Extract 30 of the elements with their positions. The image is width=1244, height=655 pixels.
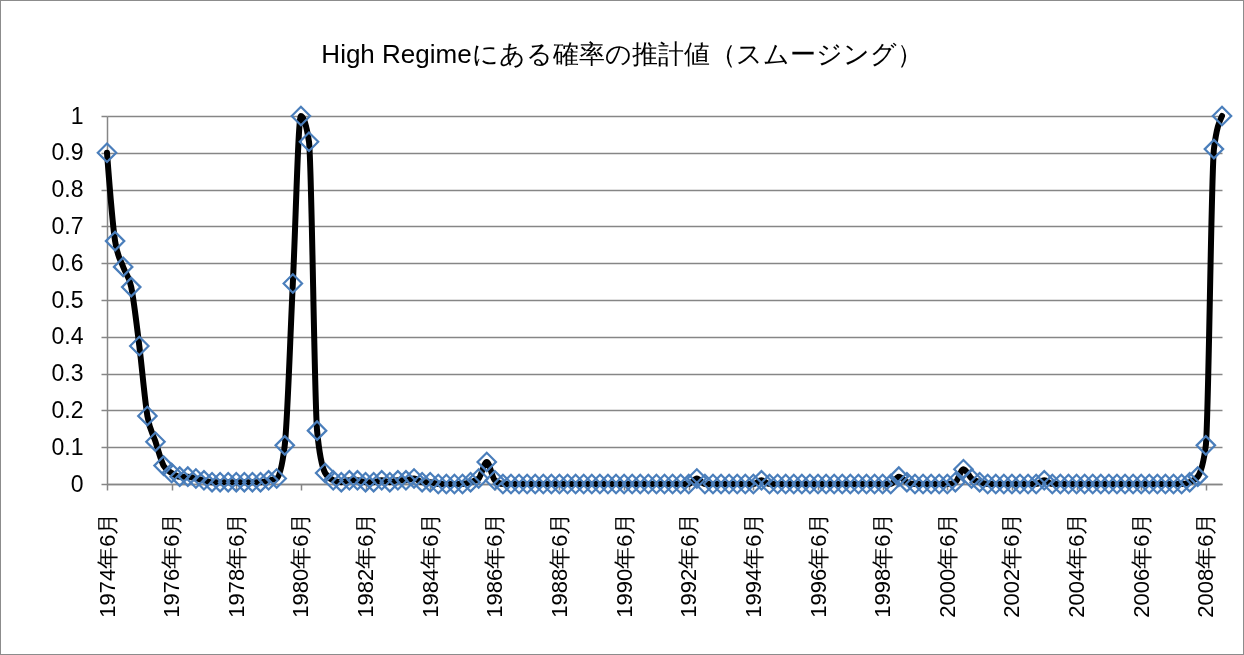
- x-tick-label: 1992年6月: [676, 512, 702, 618]
- y-tick-label: 0.4: [51, 323, 84, 350]
- x-tick-label: 1978年6月: [223, 512, 249, 618]
- x-tick-label: 1982年6月: [353, 512, 379, 618]
- x-tick-label: 2008年6月: [1193, 512, 1219, 618]
- x-tick-label: 1986年6月: [482, 512, 508, 618]
- x-tick-label: 1980年6月: [288, 512, 314, 618]
- y-tick-label: 0.7: [51, 212, 84, 239]
- x-tick-label: 2000年6月: [934, 512, 960, 618]
- y-tick-label: 0: [70, 470, 84, 497]
- x-tick-label: 1976年6月: [159, 512, 185, 618]
- x-tick-label: 2002年6月: [999, 512, 1025, 618]
- x-tick-label: 2004年6月: [1064, 512, 1090, 618]
- x-tick-label: 1984年6月: [417, 512, 443, 618]
- y-tick-label: 0.5: [51, 286, 84, 313]
- x-tick-label: 1994年6月: [740, 512, 766, 618]
- y-tick-label: 0.6: [51, 249, 84, 276]
- x-tick-label: 1974年6月: [94, 512, 120, 618]
- x-tick-label: 1996年6月: [805, 512, 831, 618]
- y-tick-label: 0.8: [51, 176, 84, 203]
- y-tick-label: 0.2: [51, 396, 84, 423]
- y-tick-label: 0.9: [51, 139, 84, 166]
- x-tick-label: 1998年6月: [870, 512, 896, 618]
- y-tick-label: 1: [70, 102, 84, 129]
- x-tick-label: 2006年6月: [1128, 512, 1154, 618]
- x-tick-label: 1988年6月: [546, 512, 572, 618]
- y-tick-label: 0.3: [51, 360, 84, 387]
- chart-title: High Regimeにある確率の推計値（スムージング）: [321, 39, 923, 70]
- y-tick-label: 0.1: [51, 433, 84, 460]
- x-tick-label: 1990年6月: [611, 512, 637, 618]
